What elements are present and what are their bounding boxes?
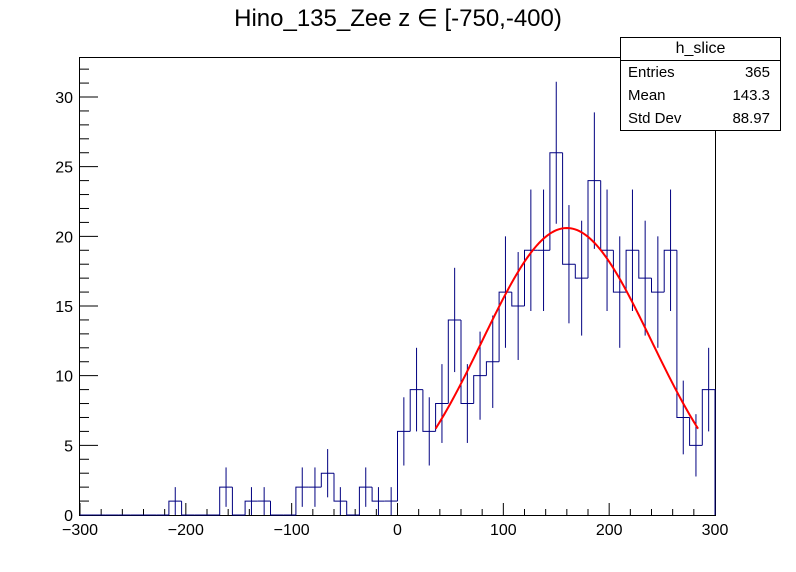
x-tick-label: −300	[62, 522, 98, 539]
histogram-bin	[651, 278, 665, 293]
y-tick-label: 0	[64, 508, 73, 525]
stats-box-title: h_slice	[621, 38, 780, 61]
mean-value: 143.3	[732, 87, 770, 104]
stats-std-row: Std Dev 88.97	[621, 107, 780, 130]
std-value: 88.97	[732, 110, 770, 127]
histogram-bin	[562, 152, 576, 265]
y-axis: 0 5 10 15 20 25 30	[55, 68, 98, 525]
gaussian-fit-curve	[434, 226, 699, 430]
histogram-bin	[219, 486, 233, 515]
histogram-bin	[511, 292, 525, 307]
histogram-bin	[625, 249, 639, 293]
x-tick-label: 100	[490, 522, 517, 539]
x-tick-label: −100	[274, 522, 310, 539]
x-axis: −300 −200 −100 0 100 200 300	[62, 503, 728, 539]
histogram-bin	[663, 249, 677, 293]
histogram-bin	[460, 319, 474, 405]
stats-entries-row: Entries 365	[621, 61, 780, 84]
histogram-bin	[371, 487, 385, 502]
histogram-bin	[447, 319, 461, 404]
histogram-bin	[676, 250, 690, 418]
histogram-bin	[587, 180, 601, 279]
stats-mean-row: Mean 143.3	[621, 84, 780, 107]
y-tick-label: 20	[55, 229, 73, 246]
histogram-bin	[485, 361, 500, 376]
x-tick-label: −200	[168, 522, 204, 539]
chart-title: Hino_135_Zee z ∈ [-750,-400)	[234, 5, 562, 32]
mean-label: Mean	[628, 87, 666, 104]
histogram-bin	[320, 472, 334, 488]
y-tick-label: 15	[55, 299, 73, 316]
histogram-bin	[473, 375, 487, 404]
histogram-bin	[168, 500, 182, 515]
histogram-bin	[689, 417, 703, 446]
y-tick-label: 30	[55, 90, 73, 107]
error-bars	[174, 81, 710, 515]
histogram-bin	[397, 430, 411, 502]
x-tick-label: 200	[596, 522, 623, 539]
histogram-bin	[422, 389, 436, 432]
plot-frame	[79, 57, 716, 516]
entries-value: 365	[744, 64, 770, 81]
y-tick-label: 5	[64, 438, 73, 455]
histogram-bin	[244, 500, 258, 515]
entries-label: Entries	[628, 64, 675, 81]
histogram-bin	[574, 264, 588, 279]
histogram-bin	[612, 250, 627, 293]
histogram-bin	[358, 486, 373, 515]
histogram-bin	[333, 473, 347, 502]
std-label: Std Dev	[628, 110, 682, 127]
histogram-bin	[346, 501, 360, 516]
histogram-bin	[638, 250, 652, 279]
x-tick-label: 300	[702, 522, 729, 539]
histogram-bin	[409, 389, 423, 432]
histogram-bin	[231, 487, 246, 516]
histogram-bin	[435, 403, 449, 432]
stats-box: h_slice Entries 365 Mean 143.3 Std Dev 8…	[620, 37, 781, 131]
histogram-bin	[270, 501, 284, 516]
histogram-bin	[549, 152, 563, 251]
y-tick-label: 10	[55, 369, 73, 386]
histogram-bin	[295, 486, 309, 515]
y-tick-label: 25	[55, 160, 73, 177]
x-tick-label: 0	[393, 522, 402, 539]
histogram-bin	[181, 501, 195, 516]
